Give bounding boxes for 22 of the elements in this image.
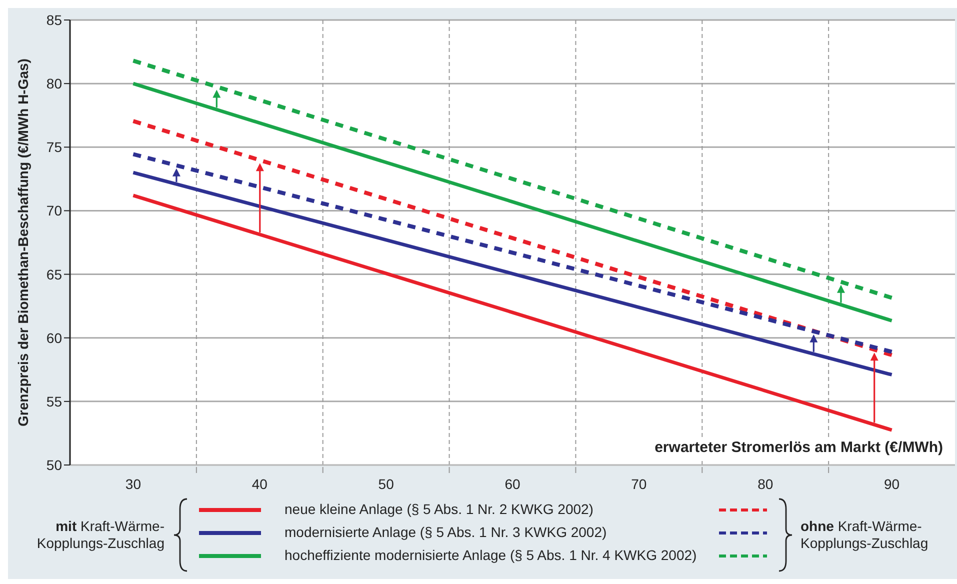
y-axis-title: Grenzpreis der Biomethan-Beschaffung (€/MWh H-Gas) <box>15 58 31 426</box>
legend-label: modernisierte Anlage (§ 5 Abs. 1 Nr. 3 KWKG 2002) <box>284 524 608 540</box>
y-tick-label: 80 <box>46 76 62 92</box>
x-tick-label: 50 <box>378 476 394 492</box>
y-tick-label: 70 <box>46 202 62 219</box>
x-axis-title: erwarteter Stromerlös am Markt (€/MWh) <box>650 437 947 458</box>
text: ohne Kraft-Wärme-Kopplungs-Zuschlag <box>800 518 930 552</box>
x-tick-label: 60 <box>504 476 520 492</box>
y-tick-label: 50 <box>46 456 62 473</box>
y-tick-label: 65 <box>46 266 62 282</box>
y-tick-label: 85 <box>46 12 62 28</box>
x-tick-label: 70 <box>631 476 647 492</box>
legend-label: neue kleine Anlage (§ 5 Abs. 1 Nr. 2 KWKG 2002) <box>284 500 594 518</box>
y-tick-label: 55 <box>46 393 62 410</box>
y-tick-label: 75 <box>46 139 62 156</box>
legend-label: hocheffiziente modernisierte Anlage (§ 5 Abs. 1 Nr. 4 KWKG 2002) <box>284 546 698 564</box>
x-tick-label: 40 <box>252 476 268 492</box>
y-tick-label: 60 <box>46 330 62 346</box>
x-tick-label: 80 <box>758 476 774 492</box>
x-tick-label: 90 <box>884 476 900 492</box>
text: mit Kraft-Wärme-Kopplungs-Zuschlag <box>36 518 164 552</box>
x-tick-label: 30 <box>125 476 142 492</box>
